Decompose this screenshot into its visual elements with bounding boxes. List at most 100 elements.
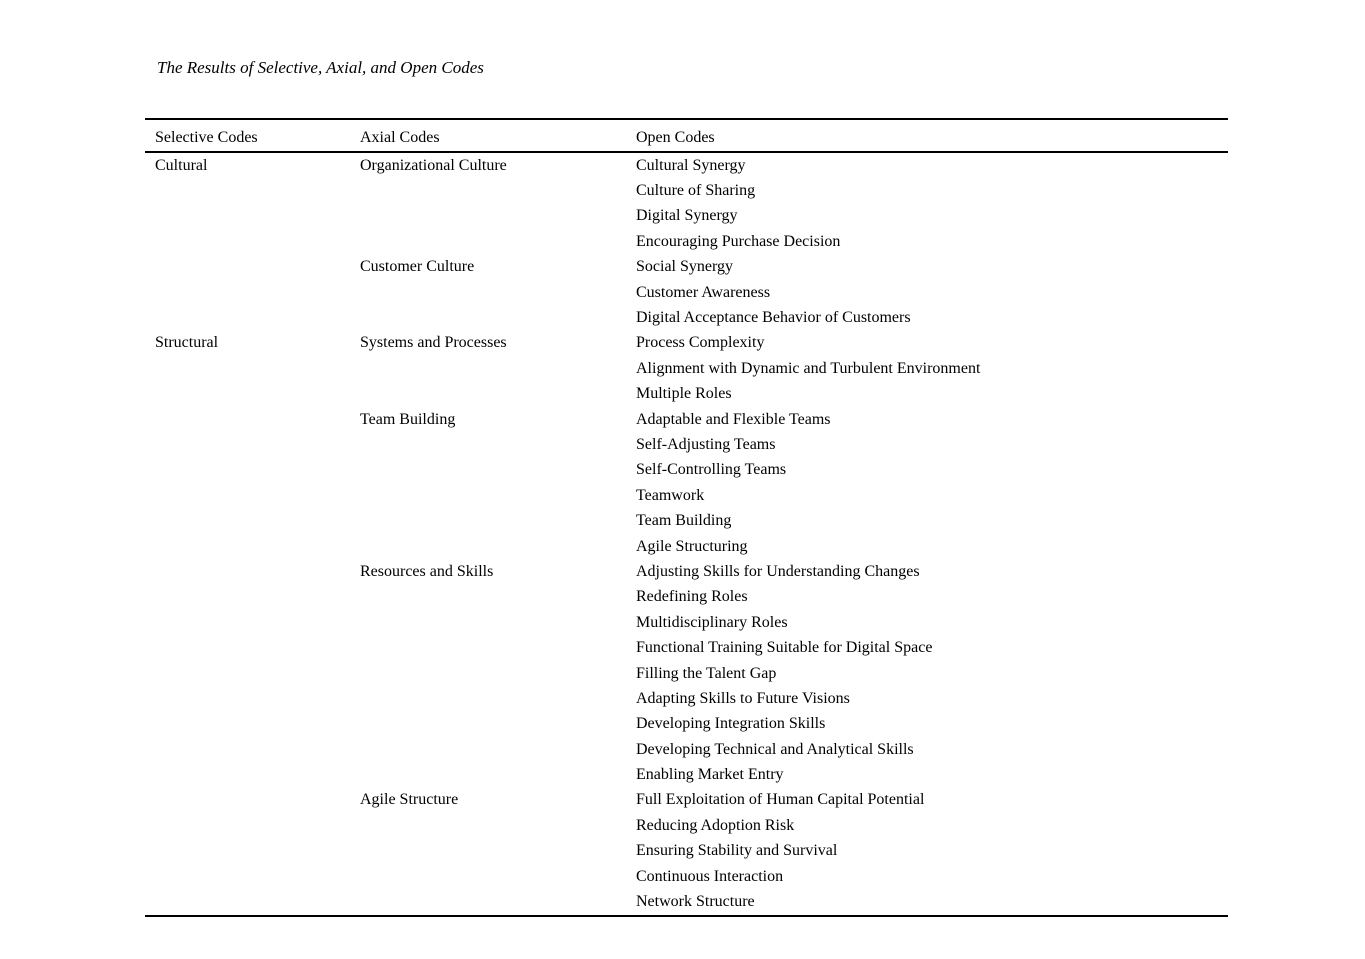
table-row: Continuous Interaction	[145, 864, 1228, 889]
selective-code-cell	[145, 204, 360, 229]
open-code-cell: Network Structure	[636, 893, 755, 911]
table-row: Self-Controlling Teams	[145, 458, 1228, 483]
axial-code-cell: Resources and Skills	[360, 562, 494, 580]
selective-code-cell	[145, 458, 360, 483]
axial-code-cell	[360, 610, 636, 635]
selective-code-cell	[145, 559, 360, 584]
selective-code-cell	[145, 635, 360, 660]
selective-code-cell	[145, 407, 360, 432]
axial-code-cell	[360, 382, 636, 407]
open-code-cell: Adaptable and Flexible Teams	[636, 410, 831, 428]
axial-code-cell	[360, 712, 636, 737]
table-row: Teamwork	[145, 483, 1228, 508]
header-selective-codes: Selective Codes	[155, 129, 258, 146]
table-row: Resources and Skills Adjusting Skills for…	[145, 559, 1228, 584]
selective-code-cell: Cultural	[155, 156, 208, 174]
open-code-cell: Customer Awareness	[636, 283, 771, 301]
selective-code-cell	[145, 839, 360, 864]
table-row: Customer Awareness	[145, 280, 1228, 305]
open-code-cell: Team Building	[636, 512, 732, 530]
table-row: Reducing Adoption Risk	[145, 813, 1228, 838]
selective-code-cell	[145, 432, 360, 457]
open-code-cell: Enabling Market Entry	[636, 766, 784, 784]
axial-code-cell: Systems and Processes	[360, 334, 507, 352]
selective-code-cell	[145, 686, 360, 711]
selective-code-cell	[145, 178, 360, 203]
axial-code-cell: Organizational Culture	[360, 156, 507, 174]
selective-code-cell	[145, 712, 360, 737]
selective-code-cell	[145, 864, 360, 889]
axial-code-cell	[360, 889, 636, 915]
header-row: Selective Codes Axial Codes Open Codes	[145, 119, 1228, 152]
open-code-cell: Digital Synergy	[636, 207, 738, 225]
open-code-cell: Multiple Roles	[636, 385, 732, 403]
selective-code-cell	[145, 382, 360, 407]
axial-code-cell	[360, 178, 636, 203]
open-code-cell: Continuous Interaction	[636, 867, 784, 885]
axial-code-cell	[360, 204, 636, 229]
selective-code-cell	[145, 788, 360, 813]
axial-code-cell	[360, 229, 636, 254]
open-code-cell: Redefining Roles	[636, 588, 748, 606]
table-row: Digital Synergy	[145, 204, 1228, 229]
selective-code-cell	[145, 483, 360, 508]
table-row: Team Building Adaptable and Flexible Team…	[145, 407, 1228, 432]
table-title: The Results of Selective, Axial, and Ope…	[157, 58, 484, 77]
selective-code-cell	[145, 610, 360, 635]
table-row: Multidisciplinary Roles	[145, 610, 1228, 635]
selective-code-cell: Structural	[155, 334, 219, 352]
selective-code-cell	[145, 737, 360, 762]
axial-code-cell	[360, 585, 636, 610]
selective-code-cell	[145, 585, 360, 610]
axial-code-cell	[360, 508, 636, 533]
codes-table-header: Selective Codes Axial Codes Open Codes	[145, 119, 1228, 152]
axial-code-cell	[360, 458, 636, 483]
open-code-cell: Self-Adjusting Teams	[636, 435, 776, 453]
selective-code-cell	[145, 255, 360, 280]
table-row: Cultural Organizational Culture Cultural S…	[145, 152, 1228, 178]
open-code-cell: Encouraging Purchase Decision	[636, 232, 841, 250]
selective-code-cell	[145, 534, 360, 559]
table-row: Ensuring Stability and Survival	[145, 839, 1228, 864]
open-code-cell: Social Synergy	[636, 258, 734, 276]
table-row: Developing Integration Skills	[145, 712, 1228, 737]
table-row: Culture of Sharing	[145, 178, 1228, 203]
open-code-cell: Reducing Adoption Risk	[636, 816, 795, 834]
codes-table: Selective Codes Axial Codes Open Codes C…	[145, 118, 1228, 917]
axial-code-cell: Agile Structure	[360, 791, 459, 809]
open-code-cell: Self-Controlling Teams	[636, 461, 787, 479]
axial-code-cell	[360, 534, 636, 559]
axial-code-cell	[360, 813, 636, 838]
selective-code-cell	[145, 813, 360, 838]
table-row: Multiple Roles	[145, 382, 1228, 407]
axial-code-cell: Customer Culture	[360, 258, 475, 276]
table-row: Encouraging Purchase Decision	[145, 229, 1228, 254]
table-row: Developing Technical and Analytical Skil…	[145, 737, 1228, 762]
codes-table-body: Cultural Organizational Culture Cultural S…	[145, 152, 1228, 916]
table-row: Agile Structure Full Exploitation of Huma…	[145, 788, 1228, 813]
selective-code-cell	[145, 305, 360, 330]
table-row: Structural Systems and Processes Process C…	[145, 331, 1228, 356]
axial-code-cell: Team Building	[360, 410, 456, 428]
open-code-cell: Developing Integration Skills	[636, 715, 826, 733]
open-code-cell: Developing Technical and Analytical Skil…	[636, 740, 914, 758]
table-row: Enabling Market Entry	[145, 762, 1228, 787]
selective-code-cell	[145, 280, 360, 305]
selective-code-cell	[145, 508, 360, 533]
table-row: Functional Training Suitable for Digital…	[145, 635, 1228, 660]
axial-code-cell	[360, 762, 636, 787]
open-code-cell: Teamwork	[636, 486, 705, 504]
axial-code-cell	[360, 483, 636, 508]
table-row: Team Building	[145, 508, 1228, 533]
axial-code-cell	[360, 432, 636, 457]
open-code-cell: Culture of Sharing	[636, 182, 756, 200]
table-row: Redefining Roles	[145, 585, 1228, 610]
table-row: Self-Adjusting Teams	[145, 432, 1228, 457]
open-code-cell: Functional Training Suitable for Digital…	[636, 639, 933, 657]
axial-code-cell	[360, 839, 636, 864]
axial-code-cell	[360, 661, 636, 686]
table-row: Adapting Skills to Future Visions	[145, 686, 1228, 711]
table-row: Digital Acceptance Behavior of Customers	[145, 305, 1228, 330]
selective-code-cell	[145, 229, 360, 254]
open-code-cell: Ensuring Stability and Survival	[636, 842, 838, 860]
